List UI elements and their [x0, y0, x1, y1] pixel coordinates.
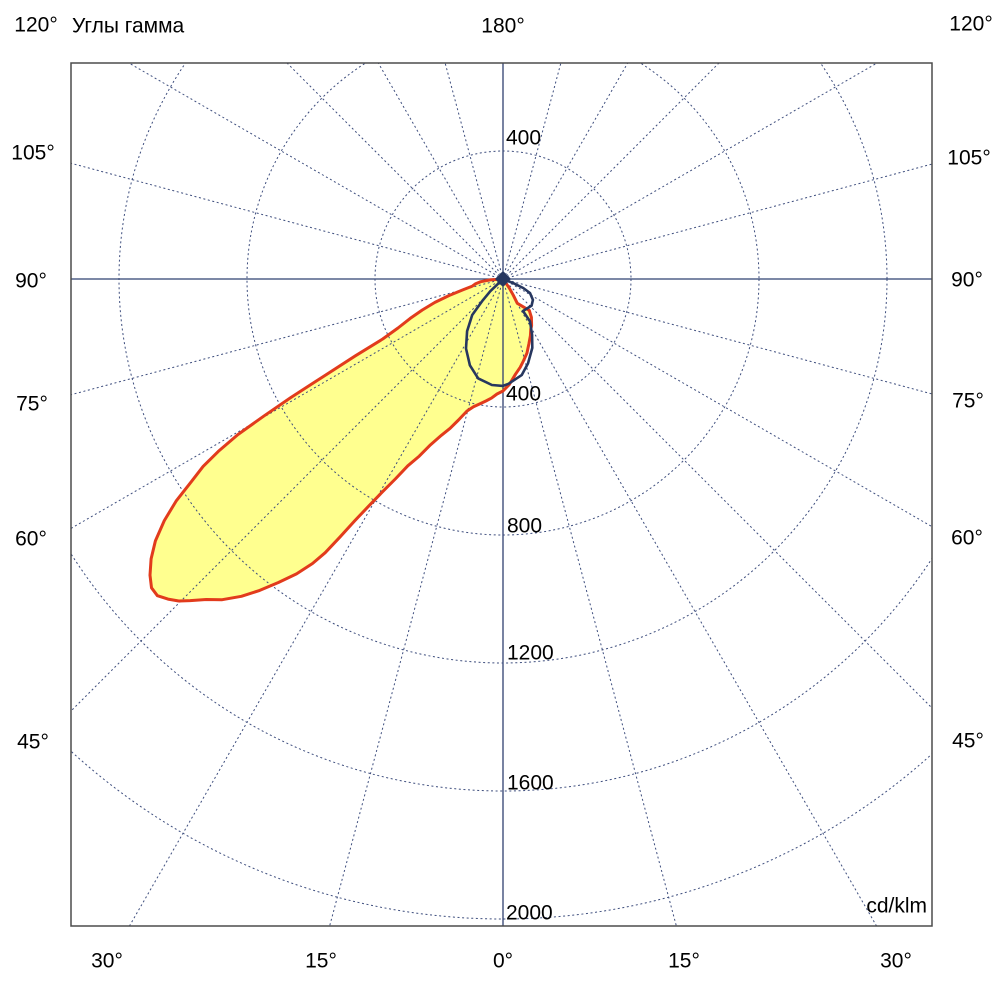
gamma-ray-120	[127, 63, 504, 280]
ring-value-label: 800	[507, 515, 542, 538]
beam-fill-layer	[150, 279, 532, 601]
gamma-ray-345	[502, 278, 677, 926]
gamma-ray-285	[502, 278, 932, 395]
gamma-ray-300	[502, 278, 932, 528]
ring-800	[246, 63, 760, 536]
gamma-ray-135	[286, 63, 504, 280]
intensity-curves	[148, 277, 535, 603]
ring-1600	[71, 552, 932, 792]
ring-1200	[118, 63, 888, 664]
gamma-ray-75	[71, 278, 504, 396]
gamma-angle-label: 90°	[951, 269, 983, 292]
c-angle-label: 15°	[305, 950, 337, 973]
gamma-ray-255	[502, 163, 932, 280]
gamma-ray-210	[502, 63, 629, 280]
gamma-ray-225	[502, 63, 720, 280]
gamma-angle-label: 75°	[952, 390, 984, 413]
main-beam-outline	[148, 277, 534, 603]
ring-value-label: 400	[506, 127, 541, 150]
gamma-ray-330	[502, 278, 878, 926]
gamma-angle-label: 60°	[15, 528, 47, 551]
ring-value-label: 1600	[507, 772, 554, 795]
gamma-ray-150	[377, 63, 504, 280]
c-angle-label: 30°	[91, 950, 123, 973]
gamma-angle-label: 45°	[17, 731, 49, 754]
gamma-ray-30	[128, 278, 504, 926]
gamma-180-label: 180°	[481, 15, 524, 38]
gamma-angle-label: 90°	[15, 270, 47, 293]
main-beam-outline-fill	[150, 279, 532, 601]
gamma-120-label-left: 120°	[14, 14, 57, 37]
gamma-angle-label: 60°	[951, 527, 983, 550]
ring-2000	[71, 750, 932, 920]
c-angle-label: 15°	[668, 950, 700, 973]
c-angle-label: 0°	[493, 950, 513, 973]
gamma-angle-label: 105°	[947, 147, 990, 170]
gamma-ray-195	[502, 63, 562, 280]
c-angle-label: 30°	[880, 950, 912, 973]
gamma-120-label-right: 120°	[949, 13, 992, 36]
unit-label: cd/klm	[866, 895, 927, 918]
ring-value-label: 1200	[507, 642, 554, 665]
plot-border	[70, 62, 933, 927]
gamma-ray-165	[444, 63, 504, 280]
axis-labels: 400 400 800 1200 1600 2000 105° 90° 75° 60° 45° 105…	[11, 127, 990, 973]
photometric-center-marker	[495, 271, 511, 287]
ring-value-label: 400	[506, 383, 541, 406]
chart-title: Углы гамма	[72, 15, 185, 38]
gamma-ray-60	[71, 278, 504, 529]
gamma-angle-label: 75°	[16, 393, 48, 416]
secondary-beam-outline	[464, 277, 535, 388]
gamma-angle-label: 45°	[952, 730, 984, 753]
gamma-ray-45	[71, 278, 504, 712]
center-marker-layer	[495, 271, 511, 287]
gamma-ray-105	[71, 162, 504, 280]
gamma-angle-label: 105°	[11, 142, 54, 165]
ring-400	[374, 150, 632, 408]
gamma-ray-240	[502, 63, 879, 280]
gamma-ray-315	[502, 278, 932, 709]
gamma-ray-15	[329, 278, 504, 926]
ring-value-label: 2000	[506, 902, 553, 925]
